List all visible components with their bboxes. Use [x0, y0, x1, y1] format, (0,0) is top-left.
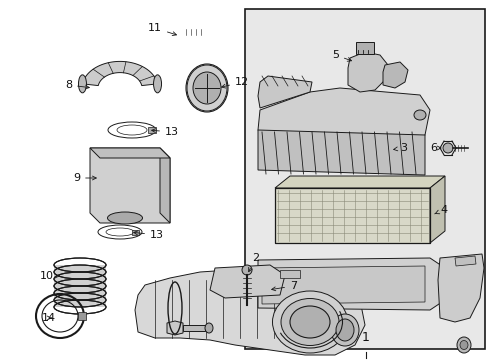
Polygon shape: [429, 176, 444, 243]
Text: 4: 4: [434, 205, 446, 215]
Bar: [148, 127, 156, 133]
Text: 9: 9: [73, 173, 96, 183]
Polygon shape: [437, 254, 483, 322]
Polygon shape: [54, 265, 106, 307]
Text: 13: 13: [151, 127, 179, 137]
Text: 3: 3: [393, 143, 406, 153]
Bar: [183, 325, 204, 331]
Text: 5: 5: [331, 50, 351, 61]
Ellipse shape: [330, 314, 358, 346]
Bar: [245, 9, 484, 349]
Bar: [274, 188, 429, 243]
Polygon shape: [382, 62, 407, 88]
Polygon shape: [160, 148, 170, 223]
Polygon shape: [258, 130, 424, 175]
Polygon shape: [90, 148, 170, 223]
Polygon shape: [347, 52, 387, 92]
Ellipse shape: [289, 306, 329, 338]
Polygon shape: [274, 188, 429, 243]
Ellipse shape: [442, 143, 452, 153]
Text: 14: 14: [42, 313, 56, 323]
Polygon shape: [90, 148, 170, 158]
Text: 6: 6: [429, 143, 440, 153]
Ellipse shape: [242, 265, 251, 275]
Ellipse shape: [78, 75, 86, 93]
Polygon shape: [209, 265, 285, 298]
Ellipse shape: [281, 298, 338, 346]
Polygon shape: [262, 266, 424, 304]
FancyBboxPatch shape: [355, 42, 373, 54]
Ellipse shape: [459, 341, 467, 350]
Ellipse shape: [335, 319, 353, 341]
Polygon shape: [454, 256, 475, 266]
Ellipse shape: [204, 323, 213, 333]
Text: 8: 8: [65, 80, 89, 90]
Polygon shape: [258, 258, 444, 310]
Polygon shape: [135, 268, 364, 355]
Text: 10: 10: [40, 271, 60, 281]
Bar: [132, 230, 139, 235]
Text: 1: 1: [361, 331, 369, 344]
Polygon shape: [258, 88, 429, 152]
Polygon shape: [274, 176, 444, 188]
Bar: [78, 312, 86, 320]
Bar: [280, 270, 299, 278]
Text: 11: 11: [148, 23, 176, 36]
Ellipse shape: [193, 72, 221, 104]
Polygon shape: [167, 321, 183, 335]
Text: 13: 13: [133, 230, 163, 240]
Ellipse shape: [272, 291, 347, 353]
Text: 12: 12: [221, 77, 248, 88]
Ellipse shape: [456, 337, 470, 353]
Polygon shape: [258, 76, 311, 108]
Text: 7: 7: [271, 281, 297, 291]
Polygon shape: [82, 62, 157, 86]
Text: 2: 2: [248, 253, 259, 272]
Ellipse shape: [153, 75, 161, 93]
Ellipse shape: [107, 212, 142, 224]
Ellipse shape: [186, 65, 226, 111]
Ellipse shape: [413, 110, 425, 120]
